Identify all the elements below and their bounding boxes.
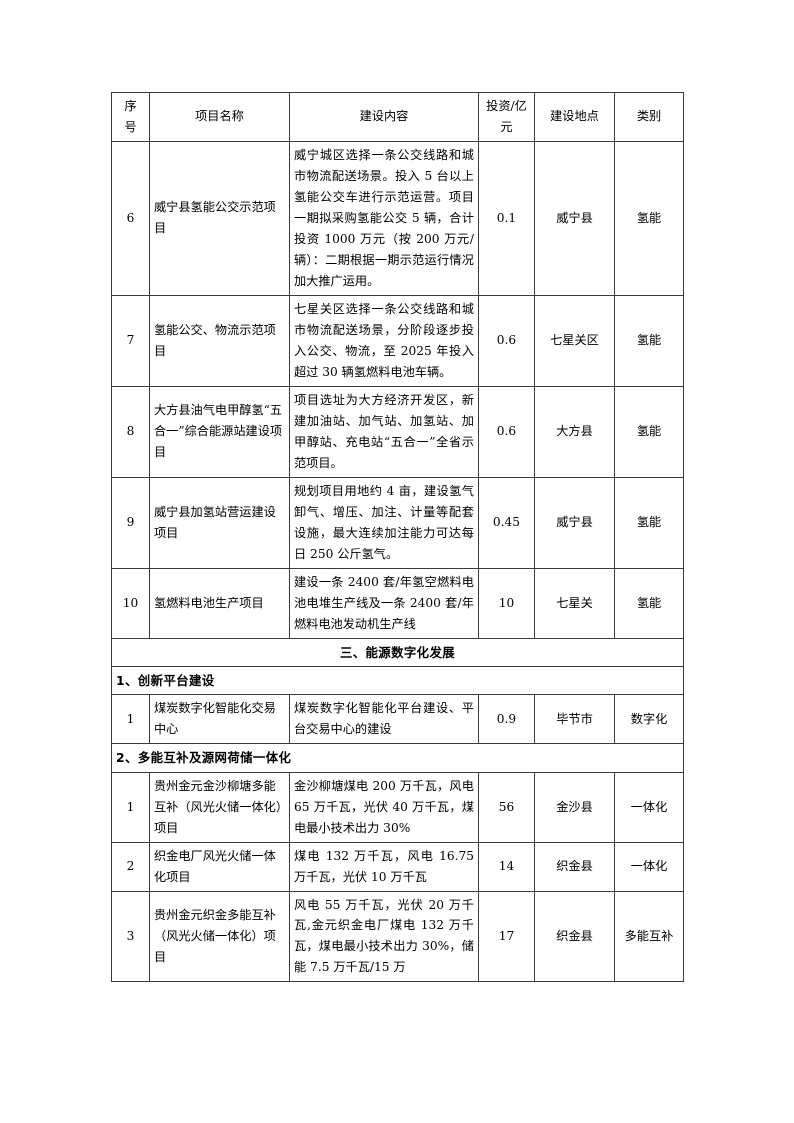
cell-category: 氢能 xyxy=(614,140,684,296)
cell-location: 金沙县 xyxy=(534,771,615,843)
cell-project-name: 大方县油气电甲醇氢“五合一”综合能源站建设项目 xyxy=(149,385,290,478)
table-row: 1 贵州金元金沙柳塘多能互补（风光火储一体化）项目 金沙柳塘煤电 200 万千瓦… xyxy=(111,771,684,843)
cell-description: 煤炭数字化智能化平台建设、平台交易中心的建设 xyxy=(289,694,479,745)
subsection-title-multi-energy: 2、多能互补及源网荷储一体化 xyxy=(111,743,684,773)
cell-seq: 3 xyxy=(111,890,150,983)
cell-seq: 7 xyxy=(111,294,150,387)
cell-description: 风电 55 万千瓦，光伏 20 万千瓦,金元织金电厂煤电 132 万千瓦，煤电最… xyxy=(289,890,479,983)
cell-investment: 0.1 xyxy=(478,140,535,296)
cell-seq: 10 xyxy=(111,567,150,639)
cell-category: 氢能 xyxy=(614,567,684,639)
cell-location: 七星关区 xyxy=(534,294,615,387)
cell-investment: 0.45 xyxy=(478,476,535,569)
cell-location: 威宁县 xyxy=(534,476,615,569)
table-row: 7 氢能公交、物流示范项目 七星关区选择一条公交线路和城市物流配送场景，分阶段逐… xyxy=(111,294,684,387)
cell-description: 煤电 132 万千瓦，风电 16.75 万千瓦，光伏 10 万千瓦 xyxy=(289,841,479,892)
cell-location: 威宁县 xyxy=(534,140,615,296)
section-title-energy-digitalization: 三、能源数字化发展 xyxy=(111,637,684,667)
cell-category: 氢能 xyxy=(614,294,684,387)
cell-description: 七星关区选择一条公交线路和城市物流配送场景，分阶段逐步投入公交、物流，至 202… xyxy=(289,294,479,387)
table-header-row: 序 号 项目名称 建设内容 投资/亿 元 建设地点 类别 xyxy=(111,92,684,142)
cell-investment: 0.6 xyxy=(478,385,535,478)
cell-seq: 1 xyxy=(111,771,150,843)
cell-project-name: 氢能公交、物流示范项目 xyxy=(149,294,290,387)
cell-description: 项目选址为大方经济开发区，新建加油站、加气站、加氢站、加甲醇站、充电站“五合一”… xyxy=(289,385,479,478)
cell-project-name: 氢燃料电池生产项目 xyxy=(149,567,290,639)
cell-project-name: 威宁县氢能公交示范项目 xyxy=(149,140,290,296)
cell-location: 大方县 xyxy=(534,385,615,478)
cell-project-name: 织金电厂风光火储一体化项目 xyxy=(149,841,290,892)
table-row: 3 贵州金元织金多能互补（风光火储一体化）项目 风电 55 万千瓦，光伏 20 … xyxy=(111,890,684,983)
cell-location: 织金县 xyxy=(534,841,615,892)
cell-location: 毕节市 xyxy=(534,694,615,745)
cell-category: 一体化 xyxy=(614,841,684,892)
project-table-container: 序 号 项目名称 建设内容 投资/亿 元 建设地点 类别 6 威宁县氢能公交示范… xyxy=(111,92,684,983)
cell-seq: 6 xyxy=(111,140,150,296)
column-header-seq: 序 号 xyxy=(111,92,150,142)
table-row: 2 织金电厂风光火储一体化项目 煤电 132 万千瓦，风电 16.75 万千瓦，… xyxy=(111,841,684,892)
cell-investment: 10 xyxy=(478,567,535,639)
cell-description: 威宁城区选择一条公交线路和城市物流配送场景。投入 5 台以上氢能公交车进行示范运… xyxy=(289,140,479,296)
cell-investment: 0.9 xyxy=(478,694,535,745)
column-header-investment-line1: 投资/亿 xyxy=(486,99,527,113)
column-header-desc: 建设内容 xyxy=(289,92,479,142)
column-header-investment-line2: 元 xyxy=(500,119,513,134)
table-row: 8 大方县油气电甲醇氢“五合一”综合能源站建设项目 项目选址为大方经济开发区，新… xyxy=(111,385,684,478)
cell-seq: 1 xyxy=(111,694,150,745)
cell-investment: 14 xyxy=(478,841,535,892)
cell-category: 一体化 xyxy=(614,771,684,843)
cell-investment: 17 xyxy=(478,890,535,983)
cell-category: 数字化 xyxy=(614,694,684,745)
cell-description: 建设一条 2400 套/年氢空燃料电池电堆生产线及一条 2400 套/年燃料电池… xyxy=(289,567,479,639)
cell-description: 规划项目用地约 4 亩，建设氢气卸气、增压、加注、计量等配套设施，最大连续加注能… xyxy=(289,476,479,569)
cell-project-name: 煤炭数字化智能化交易中心 xyxy=(149,694,290,745)
cell-investment: 56 xyxy=(478,771,535,843)
cell-category: 氢能 xyxy=(614,385,684,478)
cell-category: 多能互补 xyxy=(614,890,684,983)
subsection-title-innovation-platform: 1、创新平台建设 xyxy=(111,665,684,696)
table-body: 序 号 项目名称 建设内容 投资/亿 元 建设地点 类别 6 威宁县氢能公交示范… xyxy=(111,92,684,983)
cell-project-name: 威宁县加氢站营运建设项目 xyxy=(149,476,290,569)
column-header-investment: 投资/亿 元 xyxy=(478,92,535,142)
subsection-header-row: 2、多能互补及源网荷储一体化 xyxy=(111,743,684,773)
table-row: 9 威宁县加氢站营运建设项目 规划项目用地约 4 亩，建设氢气卸气、增压、加注、… xyxy=(111,476,684,569)
column-header-seq-line2: 号 xyxy=(124,119,137,134)
table-row: 10 氢燃料电池生产项目 建设一条 2400 套/年氢空燃料电池电堆生产线及一条… xyxy=(111,567,684,639)
table-row: 1 煤炭数字化智能化交易中心 煤炭数字化智能化平台建设、平台交易中心的建设 0.… xyxy=(111,694,684,745)
subsection-header-row: 1、创新平台建设 xyxy=(111,665,684,696)
column-header-name: 项目名称 xyxy=(149,92,290,142)
cell-seq: 2 xyxy=(111,841,150,892)
cell-seq: 8 xyxy=(111,385,150,478)
section-header-row: 三、能源数字化发展 xyxy=(111,637,684,667)
table-row: 6 威宁县氢能公交示范项目 威宁城区选择一条公交线路和城市物流配送场景。投入 5… xyxy=(111,140,684,296)
cell-project-name: 贵州金元织金多能互补（风光火储一体化）项目 xyxy=(149,890,290,983)
project-table: 序 号 项目名称 建设内容 投资/亿 元 建设地点 类别 6 威宁县氢能公交示范… xyxy=(111,92,684,983)
column-header-location: 建设地点 xyxy=(534,92,615,142)
cell-location: 七星关 xyxy=(534,567,615,639)
cell-project-name: 贵州金元金沙柳塘多能互补（风光火储一体化）项目 xyxy=(149,771,290,843)
column-header-seq-line1: 序 xyxy=(124,99,137,113)
cell-location: 织金县 xyxy=(534,890,615,983)
cell-investment: 0.6 xyxy=(478,294,535,387)
cell-category: 氢能 xyxy=(614,476,684,569)
cell-description: 金沙柳塘煤电 200 万千瓦，风电 65 万千瓦，光伏 40 万千瓦，煤电最小技… xyxy=(289,771,479,843)
column-header-category: 类别 xyxy=(614,92,684,142)
cell-seq: 9 xyxy=(111,476,150,569)
